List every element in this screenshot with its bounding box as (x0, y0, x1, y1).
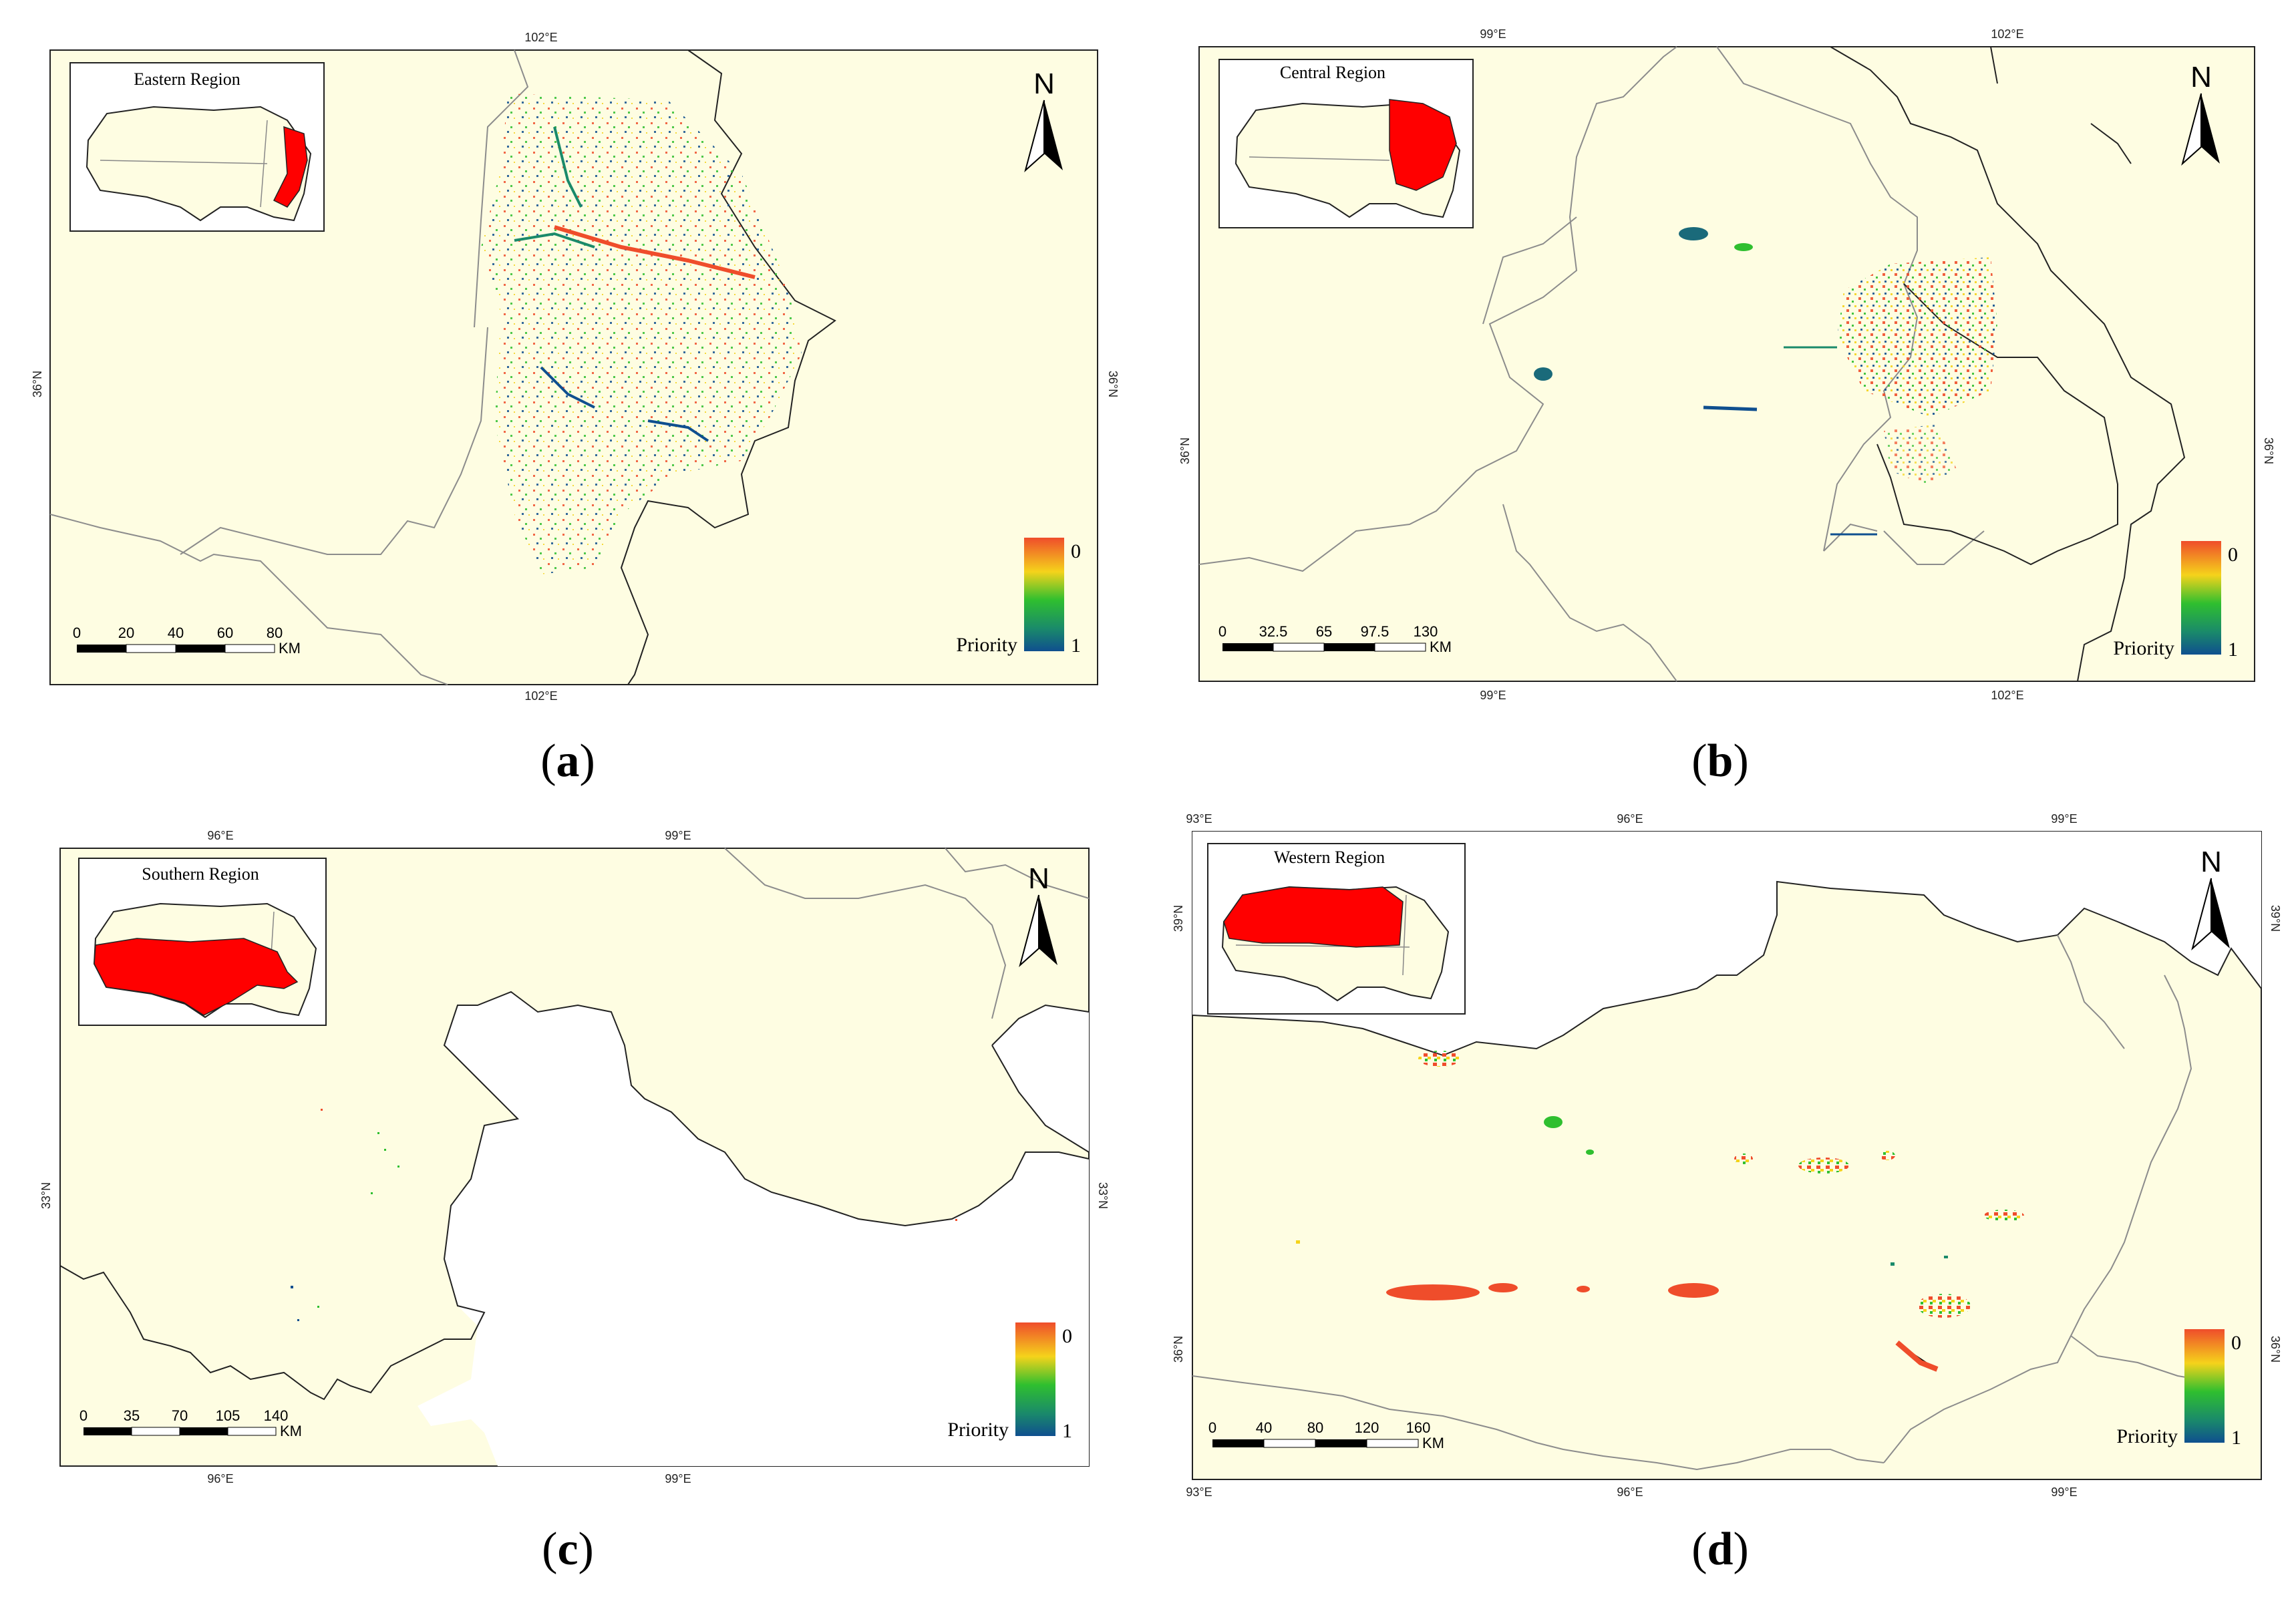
svg-text:0: 0 (2231, 1332, 2241, 1354)
lon-label-bottom-3: 99°E (2051, 1485, 2077, 1499)
svg-text:Priority: Priority (2116, 1425, 2178, 1447)
inset-title: Southern Region (142, 864, 259, 884)
lon-label-top: 102°E (524, 31, 557, 44)
lon-label-bottom-2: 102°E (1991, 689, 2023, 702)
svg-text:35: 35 (124, 1407, 140, 1424)
map-panel-eastern: 102°E 102°E 36°N 36°N Eastern Region N 0… (31, 31, 1120, 703)
lon-label-top-1: 93°E (1186, 812, 1212, 826)
lat-label-right: 33°N (1096, 1182, 1110, 1209)
inset-map: Eastern Region (69, 62, 325, 232)
lon-label-top-2: 96°E (1617, 812, 1643, 826)
north-arrow-icon: N (2191, 846, 2230, 950)
lat-label-left: 36°N (1178, 437, 1192, 464)
lon-label-bottom-2: 96°E (1617, 1485, 1643, 1499)
inset-map: Southern Region (78, 858, 327, 1026)
lat-label-left: 33°N (39, 1182, 53, 1209)
caption-c: (c) (542, 1524, 594, 1575)
svg-text:KM: KM (279, 640, 301, 657)
lon-label-top-1: 96°E (207, 829, 233, 842)
lat-label-left-1: 39°N (1172, 905, 1185, 932)
lon-label-bottom-2: 99°E (665, 1472, 691, 1485)
legend-min: 1 (1071, 635, 1081, 657)
svg-text:80: 80 (267, 625, 283, 641)
svg-text:40: 40 (1256, 1419, 1272, 1436)
priority-legend: 0 1 Priority (2116, 1329, 2241, 1449)
svg-text:32.5: 32.5 (1259, 623, 1288, 640)
svg-text:0: 0 (79, 1407, 88, 1424)
svg-text:65: 65 (1316, 623, 1332, 640)
svg-text:70: 70 (172, 1407, 188, 1424)
scale-bar: 0 35 70 105 140 KM (79, 1407, 302, 1439)
svg-text:105: 105 (216, 1407, 240, 1424)
lon-label-top-2: 99°E (665, 829, 691, 842)
svg-text:20: 20 (118, 625, 134, 641)
svg-text:0: 0 (1062, 1325, 1072, 1347)
priority-legend: 0 1 Priority (947, 1322, 1072, 1442)
map-panel-southern: 96°E 99°E 96°E 99°E 33°N 33°N Southern R… (39, 829, 1110, 1485)
map-panel-central: 99°E 102°E 99°E 102°E 36°N 36°N Central … (1178, 27, 2275, 702)
legend-title: Priority (956, 634, 1017, 656)
lat-label-left-2: 36°N (1172, 1336, 1185, 1363)
svg-text:60: 60 (217, 625, 233, 641)
svg-text:N: N (2190, 61, 2212, 94)
svg-text:0: 0 (1218, 623, 1226, 640)
svg-text:80: 80 (1307, 1419, 1323, 1436)
lon-label-bottom: 102°E (524, 689, 557, 703)
svg-text:0: 0 (1208, 1419, 1216, 1436)
inset-title: Central Region (1280, 63, 1385, 82)
map-panel-western: 93°E 96°E 99°E 93°E 96°E 99°E 39°N 36°N … (1172, 812, 2282, 1499)
svg-text:97.5: 97.5 (1361, 623, 1389, 640)
scale-bar: 0 20 40 60 80 KM (73, 625, 301, 657)
svg-text:0: 0 (73, 625, 81, 641)
scale-bar: 0 40 80 120 160 KM (1208, 1419, 1444, 1451)
svg-text:N: N (1028, 862, 1049, 895)
svg-text:KM: KM (1422, 1435, 1444, 1451)
north-arrow-icon: N (1019, 862, 1057, 967)
lon-label-bottom-1: 93°E (1186, 1485, 1212, 1499)
inset-title: Eastern Region (134, 69, 240, 89)
lon-label-top-1: 99°E (1480, 27, 1506, 41)
svg-text:Priority: Priority (947, 1419, 1009, 1441)
inset-title: Western Region (1274, 848, 1385, 867)
svg-text:1: 1 (1062, 1420, 1072, 1442)
lon-label-bottom-1: 99°E (1480, 689, 1506, 702)
svg-text:40: 40 (168, 625, 184, 641)
lat-label-right-2: 36°N (2269, 1336, 2282, 1363)
lon-label-top-2: 102°E (1991, 27, 2023, 41)
north-arrow-icon: N (1024, 67, 1063, 172)
priority-legend: 0 1 Priority (2113, 541, 2238, 661)
svg-text:140: 140 (264, 1407, 289, 1424)
lat-label-right: 36°N (1106, 371, 1120, 397)
caption-b: (b) (1691, 735, 1749, 787)
inset-map: Central Region (1218, 59, 1474, 228)
lon-label-top-3: 99°E (2051, 812, 2077, 826)
svg-text:120: 120 (1355, 1419, 1379, 1436)
lat-label-right: 36°N (2262, 437, 2275, 464)
svg-text:160: 160 (1406, 1419, 1431, 1436)
legend-max: 0 (1071, 540, 1081, 562)
lon-label-bottom-1: 96°E (207, 1472, 233, 1485)
caption-d: (d) (1691, 1524, 1749, 1575)
svg-text:KM: KM (280, 1423, 302, 1439)
north-arrow-icon: N (2181, 61, 2220, 166)
svg-text:1: 1 (2231, 1427, 2241, 1449)
svg-text:Priority: Priority (2113, 637, 2174, 659)
svg-text:130: 130 (1414, 623, 1438, 640)
svg-text:0: 0 (2228, 544, 2238, 566)
scale-bar: 0 32.5 65 97.5 130 KM (1218, 623, 1452, 655)
caption-a: (a) (540, 735, 595, 787)
lat-label-right-1: 39°N (2269, 905, 2282, 932)
svg-text:1: 1 (2228, 639, 2238, 661)
inset-map: Western Region (1207, 843, 1466, 1015)
svg-text:N: N (2200, 846, 2222, 878)
svg-text:N: N (1033, 67, 1055, 100)
svg-text:KM: KM (1430, 639, 1452, 655)
priority-legend: 0 1 Priority (956, 538, 1081, 657)
lat-label-left: 36°N (31, 371, 44, 397)
